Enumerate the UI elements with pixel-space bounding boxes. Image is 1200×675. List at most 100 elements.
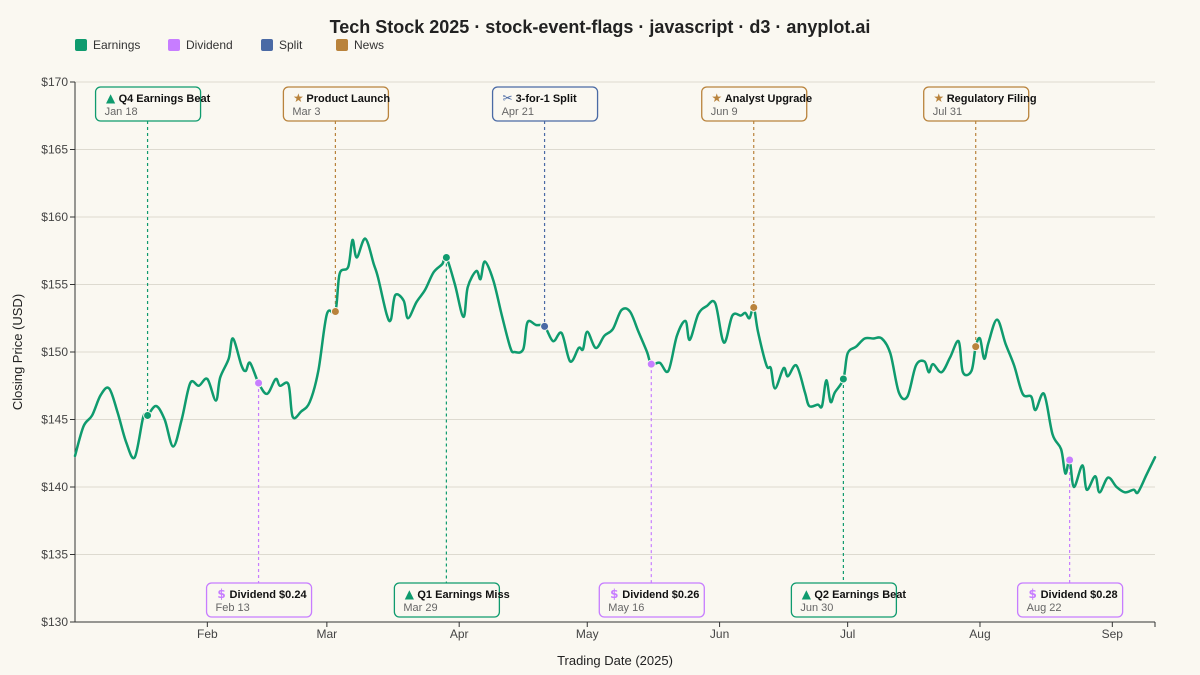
event-marker [838, 374, 848, 384]
flag-box [923, 86, 1030, 122]
legend-swatch [168, 39, 180, 51]
flag-title: Dividend $0.24 [230, 589, 308, 601]
x-axis: Feb Mar Apr May Jun Jul Aug Sep [75, 621, 1156, 641]
y-tick-label: $170 [41, 75, 68, 89]
flag-title: Dividend $0.28 [1041, 589, 1118, 601]
legend-label: Dividend [186, 38, 233, 52]
y-tick-label: $140 [41, 480, 68, 494]
flag-box [393, 582, 501, 618]
flag-box [205, 582, 313, 618]
legend: Earnings Dividend Split News [75, 38, 384, 52]
flag-title: Q2 Earnings Beat [814, 589, 906, 601]
x-tick-label: Feb [197, 627, 218, 641]
dividend-icon: $ [610, 587, 618, 601]
flag-box [598, 582, 705, 618]
event-marker [254, 378, 264, 388]
flag-date: May 16 [608, 602, 644, 614]
x-tick-label: Mar [317, 627, 338, 641]
flag-date: Jul 31 [933, 106, 962, 118]
legend-item-dividend: Dividend [168, 38, 233, 52]
y-tick-label: $130 [41, 615, 68, 629]
news-icon: ★ [293, 91, 304, 105]
flag-date: Feb 13 [216, 602, 250, 614]
flag-title: Q4 Earnings Beat [119, 93, 211, 105]
x-tick-label: Aug [969, 627, 990, 641]
earnings-icon: ▲ [405, 587, 415, 601]
legend-item-split: Split [261, 38, 303, 52]
y-axis: $130 $135 $140 $145 $150 $155 $160 $165 $170 [41, 75, 76, 629]
y-tick-label: $160 [41, 210, 68, 224]
flag-box [491, 86, 599, 122]
event-marker [1065, 455, 1075, 465]
grid-lines [75, 81, 1155, 623]
chart-title: Tech Stock 2025 · stock-event-flags · ja… [330, 17, 871, 37]
y-axis-label: Closing Price (USD) [10, 294, 25, 410]
legend-swatch [261, 39, 273, 51]
x-tick-label: Jun [710, 627, 729, 641]
flag-title: 3-for-1 Split [516, 93, 577, 105]
event-markers [143, 253, 1075, 465]
y-tick-label: $165 [41, 143, 68, 157]
event-marker [441, 253, 451, 262]
legend-item-news: News [336, 38, 384, 52]
flag-date: Mar 3 [292, 106, 320, 118]
flag-title: Regulatory Filing [947, 93, 1037, 105]
y-tick-label: $135 [41, 548, 68, 562]
flag-date: Jun 30 [800, 602, 833, 614]
earnings-icon: ▲ [802, 587, 812, 601]
legend-swatch [75, 39, 87, 51]
legend-label: News [354, 38, 384, 52]
legend-label: Earnings [93, 38, 140, 52]
flag-date: Mar 29 [403, 602, 437, 614]
flag-title: Q1 Earnings Miss [417, 589, 509, 601]
flag-box [701, 86, 808, 122]
event-marker [646, 359, 656, 369]
earnings-icon: ▲ [106, 91, 116, 105]
x-tick-label: Apr [450, 627, 469, 641]
flag-title: Dividend $0.26 [622, 589, 699, 601]
x-tick-label: May [576, 627, 599, 641]
news-icon: ★ [711, 91, 722, 105]
event-marker [330, 307, 340, 316]
legend-swatch [336, 39, 348, 51]
legend-label: Split [279, 38, 303, 52]
event-marker [749, 302, 759, 312]
legend-item-earnings: Earnings [75, 38, 140, 52]
event-marker [540, 321, 550, 331]
flag-date: Jun 9 [711, 106, 738, 118]
flag-date: Aug 22 [1027, 602, 1062, 614]
split-icon: ✂ [503, 91, 513, 105]
event-marker [971, 342, 981, 352]
flag-box [282, 86, 390, 122]
price-line [73, 237, 1157, 495]
y-tick-label: $145 [41, 413, 68, 427]
flag-box [790, 582, 898, 618]
event-marker [143, 410, 153, 420]
dividend-icon: $ [1028, 587, 1036, 601]
flag-box [1016, 582, 1124, 618]
y-tick-label: $155 [41, 278, 68, 292]
x-tick-label: Sep [1102, 627, 1124, 641]
flag-title: Analyst Upgrade [725, 93, 812, 105]
x-tick-label: Jul [840, 627, 855, 641]
dividend-icon: $ [217, 587, 225, 601]
flag-date: Apr 21 [502, 106, 534, 118]
flag-date: Jan 18 [105, 106, 138, 118]
flag-title: Product Launch [306, 93, 390, 105]
flag-box [94, 86, 202, 122]
y-tick-label: $150 [41, 345, 68, 359]
news-icon: ★ [933, 91, 944, 105]
x-axis-label: Trading Date (2025) [557, 653, 673, 668]
event-connectors [146, 121, 1071, 583]
